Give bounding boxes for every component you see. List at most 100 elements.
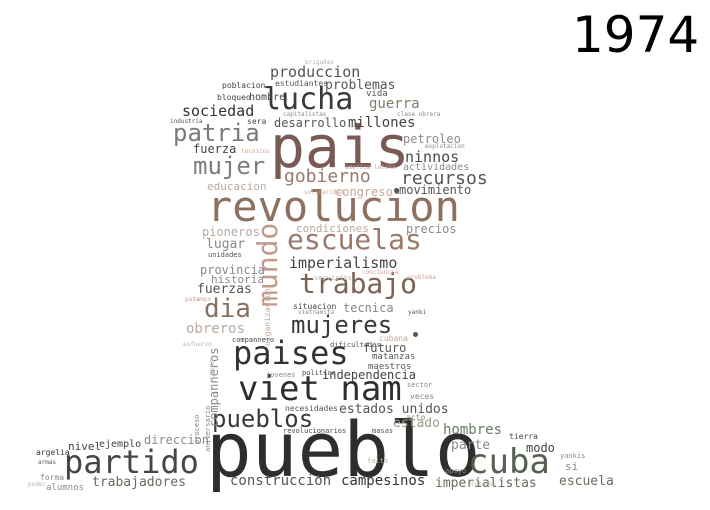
cloud-dot <box>413 332 418 337</box>
cloud-word: trabajadores <box>92 475 186 490</box>
cloud-word: matanzas <box>372 352 416 362</box>
cloud-word: hombres <box>443 422 503 438</box>
cloud-word: capitalistas <box>283 111 327 118</box>
cloud-word: lucha <box>263 82 354 117</box>
cloud-word: recursos <box>401 168 488 189</box>
cloud-word: parte <box>451 438 491 453</box>
cloud-word: lugar <box>206 237 246 252</box>
cloud-word: tecnicos <box>241 148 270 155</box>
cloud-word: ejemplo <box>99 439 142 450</box>
cloud-word: obreros <box>186 321 246 337</box>
cloud-word: escuelas <box>287 223 422 256</box>
cloud-word: yankis <box>560 452 586 460</box>
cloud-word: aniversario <box>204 405 212 452</box>
cloud-word: compannero <box>232 336 275 344</box>
cloud-word: historia <box>211 273 264 286</box>
cloud-word: estados unidos <box>339 402 449 417</box>
cloud-word: revolucion <box>207 182 460 231</box>
cloud-word: petroleo <box>403 132 461 146</box>
cloud-word: imperialismo <box>289 254 398 272</box>
cloud-word: provincia <box>200 263 266 277</box>
cloud-word: sera <box>247 117 267 126</box>
cloud-word: actividades <box>403 162 470 173</box>
cloud-word: estado <box>393 416 440 431</box>
cloud-word: problemas <box>325 78 396 93</box>
year-title: 1974 <box>572 6 700 64</box>
cloud-word: dia <box>204 294 251 324</box>
cloud-word: tecnica <box>343 301 394 315</box>
cloud-word: campesinos <box>341 473 426 489</box>
cloud-word: clase obrera <box>397 111 441 118</box>
cloud-word: pais <box>185 296 200 303</box>
cloud-word: apoyo <box>445 467 467 475</box>
cloud-word: fuerzas <box>197 282 252 297</box>
cloud-word: millones <box>348 115 416 131</box>
cloud-word: futuro <box>363 341 407 355</box>
cloud-word: servicios <box>314 274 352 282</box>
cloud-word: poder <box>28 481 47 488</box>
cloud-word: nivel <box>68 440 102 453</box>
cloud-word: conciencia <box>362 269 399 276</box>
cloud-word: independencia <box>322 368 416 382</box>
cloud-word: poblacion <box>222 81 266 90</box>
cloud-word: bloqueo <box>217 93 251 102</box>
cloud-word: sector <box>407 381 433 389</box>
cloud-word: yanki <box>408 309 427 316</box>
cloud-word: veces <box>410 392 435 401</box>
cloud-word: paises <box>233 334 349 372</box>
cloud-word: forma <box>40 473 65 482</box>
cloud-word: falta <box>367 457 389 465</box>
cloud-dot <box>394 188 399 193</box>
cloud-word: politica <box>302 369 336 377</box>
cloud-word: cubanos <box>471 481 497 488</box>
cloud-word: construccion <box>230 473 332 489</box>
cloud-word: precios <box>406 222 457 236</box>
cloud-word: congreso <box>335 185 393 199</box>
cloud-word: pueblos <box>212 405 314 433</box>
cloud-word: brigadas <box>305 59 334 66</box>
cloud-word: organizacion <box>263 288 272 346</box>
cloud-word: industria <box>170 118 203 125</box>
cloud-word: solidaridad <box>304 189 344 196</box>
cloud-word: fuerza <box>193 142 237 156</box>
cloud-word: produccion <box>270 63 361 81</box>
cloud-word: america latina <box>345 164 396 171</box>
cloud-word: trabajo <box>299 267 418 300</box>
cloud-word: direccion <box>144 433 210 447</box>
cloud-word: revolucionarios <box>283 427 347 435</box>
cloud-word: acto <box>406 413 426 422</box>
cloud-word: pioneros <box>202 225 260 239</box>
cloud-word: viet nam <box>238 369 402 409</box>
cloud-word: vietnamita <box>298 309 335 316</box>
cloud-word: pais <box>270 113 410 181</box>
cloud-word: campo <box>193 296 212 303</box>
cloud-word: cuba <box>468 442 550 482</box>
cloud-word: jovenes <box>266 371 296 379</box>
cloud-word: vida <box>366 89 388 99</box>
cloud-word: desarrollo <box>274 116 347 130</box>
cloud-word: partido <box>64 443 199 481</box>
cloud-word: patria <box>173 119 260 147</box>
cloud-word: movimiento <box>399 183 472 197</box>
cloud-word: esfuerzo <box>183 341 212 348</box>
cloud-word: mujeres <box>291 311 393 339</box>
cloud-word: escuela <box>559 474 614 489</box>
cloud-word: condiciones <box>296 222 369 235</box>
cloud-word: ninnos <box>405 148 460 166</box>
cloud-word: problema <box>407 274 436 281</box>
cloud-word: mujer <box>193 152 266 180</box>
cloud-word: masas <box>372 427 394 435</box>
cloud-word: dificultades <box>330 341 381 349</box>
cloud-word: hombre <box>249 92 286 103</box>
cloud-word: estudiantes <box>275 79 328 88</box>
cloud-word: armas <box>38 459 57 466</box>
cloud-word: sociedad <box>182 102 255 120</box>
cloud-word: cubana <box>379 334 408 343</box>
cloud-word: educacion <box>207 180 267 193</box>
cloud-word: argelia <box>36 448 70 457</box>
cloud-word: pueblo <box>206 405 481 494</box>
cloud-word: maestros <box>368 362 412 372</box>
cloud-word: unidades <box>208 251 242 259</box>
